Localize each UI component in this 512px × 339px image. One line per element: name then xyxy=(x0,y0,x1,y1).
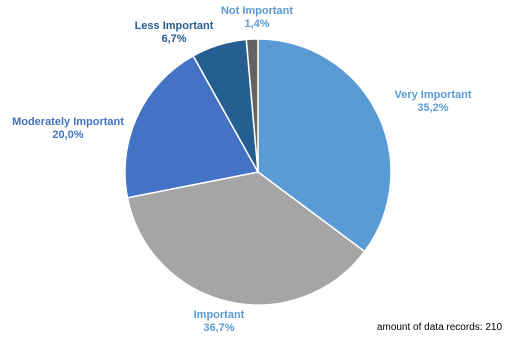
slice-category-label: Important xyxy=(194,309,245,321)
slice-category-label: Very Important xyxy=(394,89,471,101)
slice-label-moderately-important: Moderately Important 20,0% xyxy=(12,116,124,141)
slice-category-label: Moderately Important xyxy=(12,116,124,128)
pie-slice-important xyxy=(126,171,366,306)
pie-slices xyxy=(124,38,392,306)
slice-category-label: Not Important xyxy=(221,5,293,17)
slice-label-less-important: Less Important 6,7% xyxy=(135,20,214,45)
pie-slice-not-important xyxy=(245,38,259,173)
slice-value-label: 36,7% xyxy=(203,322,234,334)
pie-slice-moderately-important xyxy=(124,54,260,199)
slice-value-label: 1,4% xyxy=(244,18,269,30)
slice-value-label: 35,2% xyxy=(417,102,448,114)
data-records-note: amount of data records: 210 xyxy=(376,322,502,333)
pie-labels: Very Important 35,2% Important 36,7% Moderat… xyxy=(12,5,472,334)
slice-category-label: Less Important xyxy=(135,20,214,32)
slice-label-important: Important 36,7% xyxy=(194,309,245,334)
slice-label-not-important: Not Important 1,4% xyxy=(221,5,293,30)
slice-value-label: 6,7% xyxy=(161,33,186,45)
pie-slice-very-important xyxy=(257,38,392,253)
slice-value-label: 20,0% xyxy=(52,129,83,141)
slice-label-very-important: Very Important 35,2% xyxy=(394,89,471,114)
